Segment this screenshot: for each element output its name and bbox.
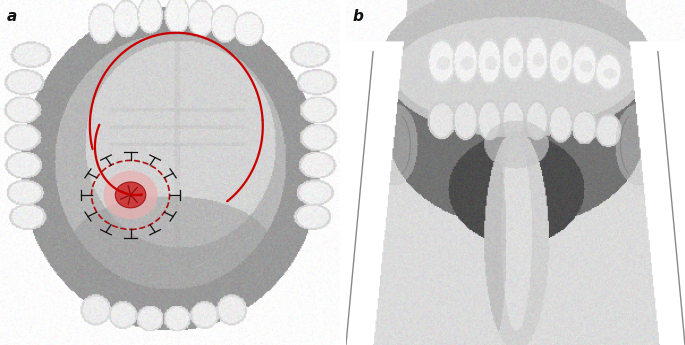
Text: b: b xyxy=(353,9,364,23)
Ellipse shape xyxy=(103,171,158,219)
Text: a: a xyxy=(7,9,17,23)
Ellipse shape xyxy=(115,182,146,208)
